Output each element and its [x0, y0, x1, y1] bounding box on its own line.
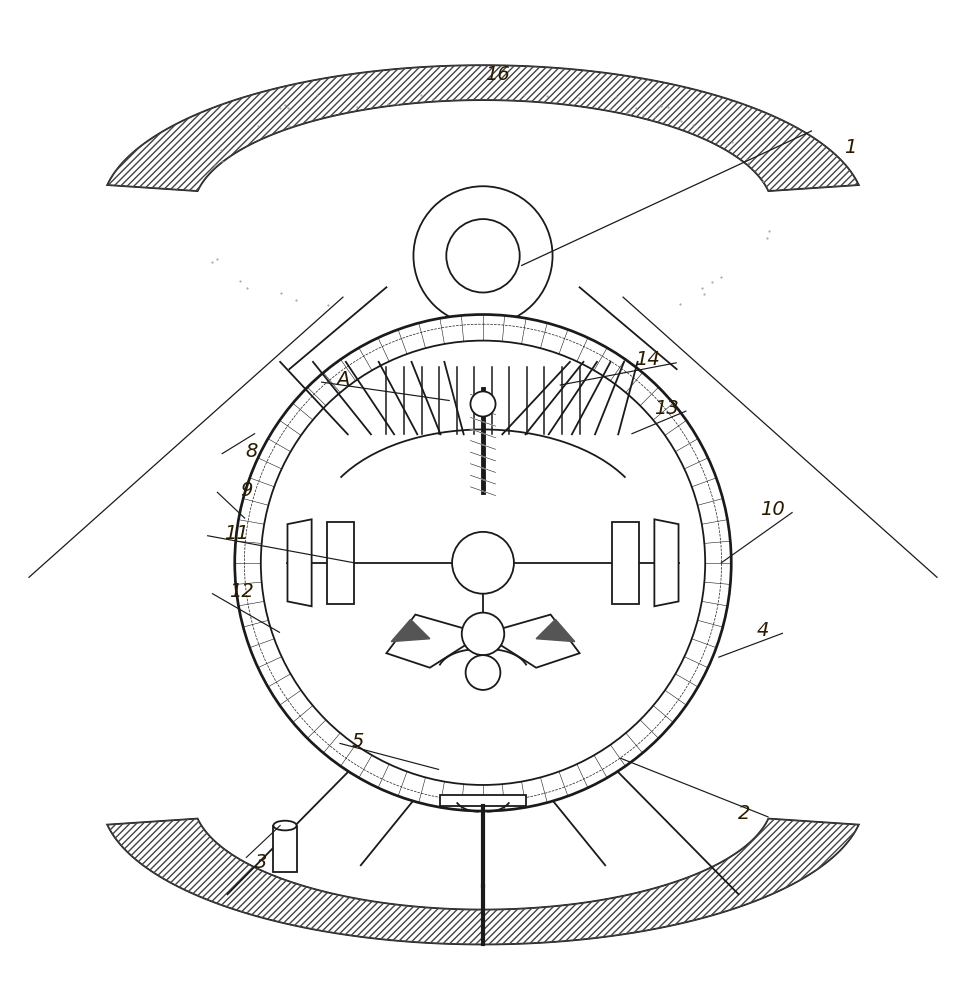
Text: A: A [336, 370, 350, 389]
Text: 8: 8 [245, 442, 257, 461]
Text: 4: 4 [757, 621, 769, 640]
Polygon shape [386, 615, 483, 668]
Circle shape [452, 532, 514, 594]
Ellipse shape [273, 821, 297, 830]
Polygon shape [107, 65, 859, 191]
Text: 13: 13 [654, 399, 679, 418]
Circle shape [446, 219, 520, 293]
Text: 12: 12 [229, 582, 254, 601]
Text: 3: 3 [255, 853, 267, 872]
Bar [447, 212, 520, 249]
Text: 10: 10 [760, 500, 785, 519]
Text: 16: 16 [485, 65, 510, 84]
Polygon shape [536, 619, 575, 642]
Bar [440, 795, 526, 806]
Text: 11: 11 [224, 524, 249, 543]
Text: 1: 1 [844, 138, 856, 157]
Circle shape [466, 655, 500, 690]
Text: 14: 14 [635, 350, 660, 369]
Polygon shape [391, 619, 430, 642]
Bar [327, 522, 355, 604]
Text: 9: 9 [241, 481, 252, 500]
Circle shape [413, 186, 553, 325]
Circle shape [235, 315, 731, 811]
Text: 2: 2 [738, 804, 750, 823]
Polygon shape [483, 615, 580, 668]
Polygon shape [288, 519, 312, 606]
Polygon shape [107, 819, 859, 944]
Polygon shape [654, 519, 678, 606]
Circle shape [470, 391, 496, 417]
Circle shape [462, 613, 504, 655]
Bar [611, 522, 639, 604]
Text: 5: 5 [352, 732, 363, 751]
Bar [273, 826, 297, 872]
Circle shape [261, 341, 705, 785]
